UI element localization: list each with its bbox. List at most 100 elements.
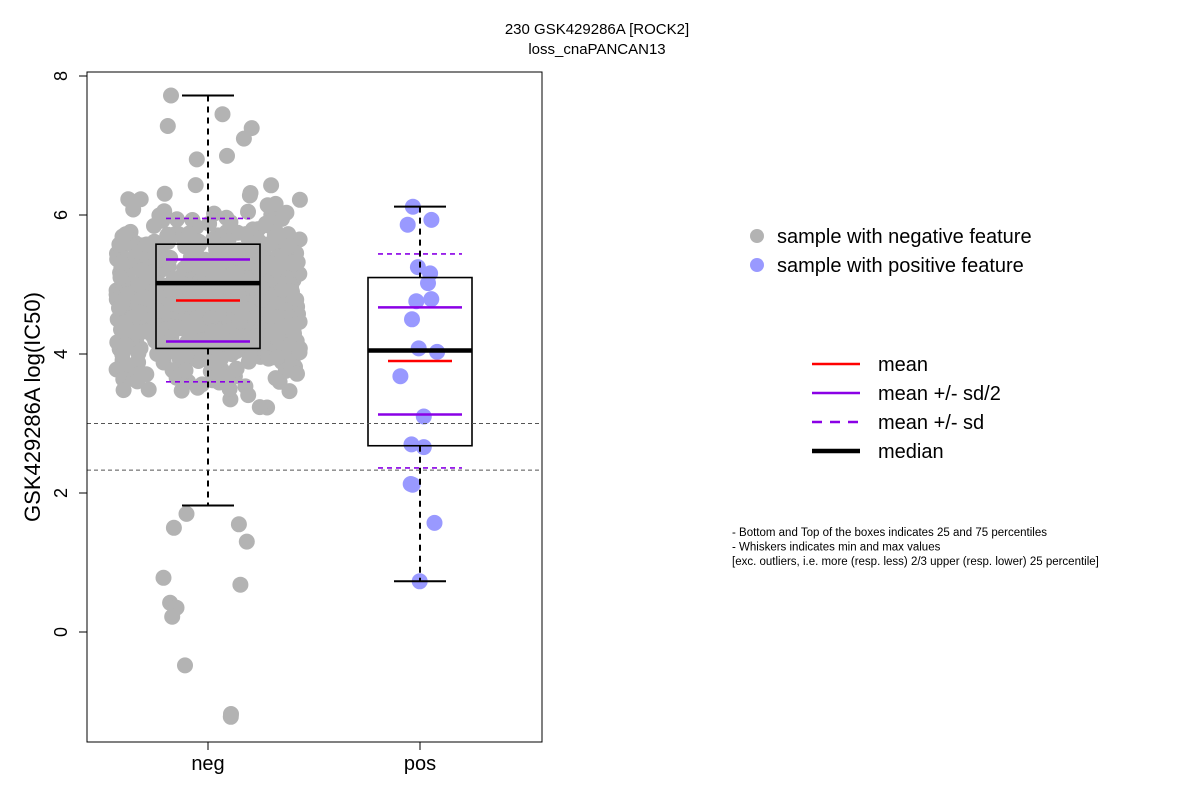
x-tick-label-pos: pos bbox=[404, 753, 436, 775]
pos-point bbox=[423, 211, 440, 228]
neg-point bbox=[112, 269, 129, 286]
footnote-line: - Whiskers indicates min and max values bbox=[732, 542, 941, 554]
neg-point bbox=[114, 322, 131, 339]
neg-point bbox=[253, 291, 270, 308]
neg-point bbox=[291, 191, 308, 208]
neg-point bbox=[221, 244, 238, 261]
neg-point bbox=[257, 215, 274, 232]
neg-point bbox=[178, 505, 195, 522]
y-tick-label: 2 bbox=[51, 488, 71, 498]
neg-point bbox=[130, 276, 147, 293]
neg-point bbox=[146, 217, 162, 234]
pos-point bbox=[409, 259, 426, 276]
y-tick-label: 0 bbox=[51, 627, 71, 637]
neg-point bbox=[262, 308, 279, 325]
neg-point bbox=[232, 576, 249, 593]
neg-point bbox=[159, 227, 176, 244]
neg-point bbox=[289, 365, 305, 382]
neg-point bbox=[159, 118, 176, 134]
neg-point bbox=[203, 310, 219, 327]
neg-point bbox=[117, 226, 134, 243]
neg-point bbox=[207, 261, 224, 277]
neg-point bbox=[235, 130, 252, 147]
neg-point bbox=[132, 191, 149, 208]
pos-point bbox=[423, 291, 440, 308]
neg-point bbox=[187, 313, 204, 330]
pos-point bbox=[399, 216, 416, 233]
neg-point bbox=[156, 203, 173, 220]
neg-point bbox=[230, 516, 247, 533]
neg-point bbox=[270, 228, 287, 244]
footnote-line: - Bottom and Top of the boxes indicates … bbox=[732, 527, 1047, 539]
neg-point bbox=[177, 362, 194, 379]
neg-point bbox=[240, 203, 256, 220]
neg-point bbox=[130, 345, 147, 362]
neg-point bbox=[184, 212, 201, 228]
neg-point bbox=[284, 254, 301, 271]
chart-subtitle: loss_cnaPANCAN13 bbox=[528, 41, 665, 58]
neg-point bbox=[184, 295, 201, 312]
neg-point bbox=[187, 177, 204, 194]
neg-point bbox=[189, 379, 206, 396]
neg-point bbox=[133, 262, 150, 279]
legend-line-label: mean bbox=[878, 354, 928, 376]
neg-point bbox=[231, 313, 248, 330]
neg-point bbox=[163, 87, 179, 104]
neg-point bbox=[222, 214, 239, 231]
neg-point bbox=[219, 369, 236, 386]
neg-point bbox=[114, 346, 131, 363]
neg-point bbox=[201, 215, 218, 232]
pos-point bbox=[404, 476, 421, 493]
pos-point bbox=[426, 514, 443, 531]
y-axis-label: GSK429286A log(IC50) bbox=[20, 292, 45, 522]
pos-point bbox=[415, 408, 432, 425]
neg-point bbox=[235, 329, 252, 346]
neg-point bbox=[165, 519, 182, 536]
neg-point bbox=[190, 259, 207, 276]
neg-point bbox=[115, 382, 132, 399]
neg-point bbox=[240, 387, 257, 404]
neg-point bbox=[177, 657, 193, 674]
legend-marker bbox=[750, 229, 764, 243]
neg-point bbox=[162, 249, 179, 266]
neg-point bbox=[242, 185, 259, 201]
neg-point bbox=[195, 282, 212, 299]
neg-point bbox=[219, 147, 235, 164]
neg-point bbox=[278, 204, 295, 221]
x-tick-label-neg: neg bbox=[191, 753, 224, 775]
neg-point bbox=[173, 382, 190, 399]
neg-point bbox=[267, 370, 284, 387]
neg-point bbox=[168, 211, 185, 228]
legend-line-label: median bbox=[878, 441, 944, 463]
neg-point bbox=[163, 296, 180, 312]
neg-point bbox=[168, 319, 184, 336]
pos-point bbox=[408, 293, 425, 310]
neg-point bbox=[228, 265, 245, 282]
pos-point bbox=[420, 275, 436, 292]
pos-point bbox=[392, 368, 409, 385]
neg-box bbox=[155, 243, 261, 350]
chart-title: 230 GSK429286A [ROCK2] bbox=[505, 21, 689, 38]
pos-point bbox=[415, 439, 432, 456]
neg-point bbox=[140, 381, 157, 398]
legend-point-label: sample with positive feature bbox=[777, 255, 1024, 277]
neg-point bbox=[131, 304, 148, 321]
pos-box bbox=[367, 276, 473, 447]
legend-line-label: mean +/- sd/2 bbox=[878, 383, 1001, 405]
neg-point bbox=[259, 197, 276, 214]
neg-point bbox=[205, 231, 222, 248]
neg-point bbox=[238, 533, 255, 550]
neg-point bbox=[214, 106, 231, 123]
neg-point bbox=[114, 293, 131, 310]
legend-marker bbox=[750, 258, 764, 272]
legend-point-label: sample with negative feature bbox=[777, 226, 1032, 248]
legend-line-label: mean +/- sd bbox=[878, 412, 984, 434]
neg-point bbox=[193, 332, 210, 349]
y-tick-label: 8 bbox=[51, 71, 71, 81]
neg-point bbox=[138, 236, 155, 253]
neg-point bbox=[156, 185, 173, 202]
y-tick-label: 6 bbox=[51, 210, 71, 220]
neg-point bbox=[269, 349, 285, 366]
